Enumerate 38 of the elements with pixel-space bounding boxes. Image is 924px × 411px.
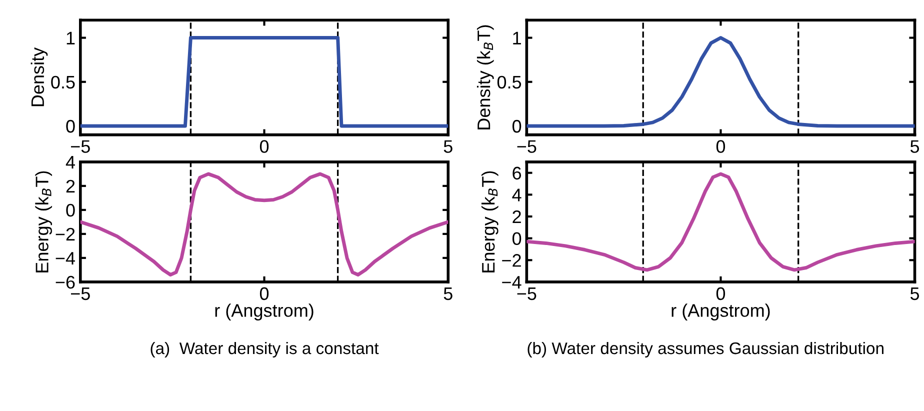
text: (b) Water density assumes Gaussian distribution [528, 342, 884, 358]
x-tick-label: −5 [517, 287, 536, 300]
y-tick-label: 0.5 [51, 76, 75, 89]
x-axis-title: r (Angstrom) [672, 304, 770, 320]
x-axis-title: r (Angstrom) [215, 304, 314, 320]
y-tick-label: 0 [66, 204, 75, 217]
x-tick-label: 0 [716, 140, 726, 153]
y-tick-label: 0 [66, 120, 75, 133]
y-tick-label: 1 [66, 32, 75, 44]
y-tick-label: 0 [512, 120, 522, 133]
y-tick-label: 6 [512, 166, 522, 180]
x-tick-label: 0 [716, 287, 726, 300]
y-tick-label: −4 [56, 252, 75, 264]
x-tick-label: 5 [444, 287, 452, 300]
y-tick-label: 4 [512, 188, 522, 202]
x-tick-label: 5 [910, 140, 920, 153]
y-axis-title: Energy (k$_{B}$T) [35, 171, 52, 272]
y-tick-label: 4 [66, 156, 75, 168]
x-tick-label: −5 [517, 140, 536, 153]
y-tick-label: −2 [56, 228, 75, 240]
y-tick-label: 2 [66, 180, 75, 192]
y-tick-label: 0.5 [497, 76, 522, 89]
y-axis-title: Energy (k$_{B}$T) [481, 171, 498, 272]
x-tick-label: 0 [260, 140, 269, 153]
x-tick-label: −5 [70, 287, 90, 300]
y-tick-label: −6 [56, 276, 75, 289]
y-axis-title: Density [30, 47, 48, 106]
y-tick-label: 2 [512, 210, 521, 224]
y-tick-label: −4 [502, 276, 522, 288]
y-axis-title: Density (k$_{B}$T) [476, 25, 494, 130]
x-tick-label: 0 [260, 287, 269, 300]
y-tick-label: −2 [502, 254, 521, 267]
text: (a) Water density is a constant [150, 342, 379, 358]
x-tick-label: 5 [910, 287, 920, 300]
y-tick-label: 0 [512, 232, 522, 246]
y-tick-label: 1 [513, 32, 521, 44]
x-tick-label: 5 [444, 140, 452, 153]
x-tick-label: −5 [70, 140, 90, 153]
